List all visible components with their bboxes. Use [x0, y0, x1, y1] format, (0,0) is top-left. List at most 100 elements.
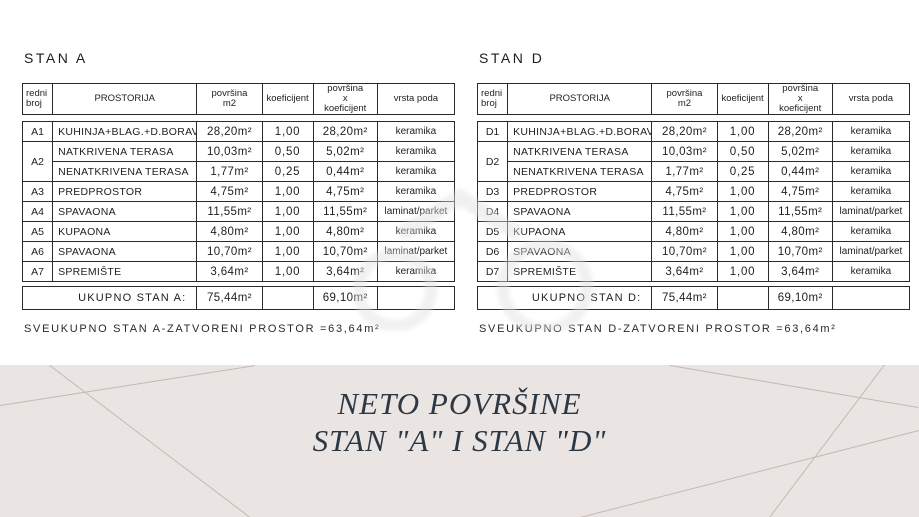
cell-room-id: A1	[21, 121, 54, 142]
cell-area-koeficijent: 0,44m²	[312, 161, 378, 182]
cell-room-name: KUPAONA	[507, 221, 653, 242]
cell-room-name: SPAVAONA	[507, 201, 653, 222]
cell-floor-type: keramika	[376, 121, 456, 142]
stan-d-title: STAN D	[479, 50, 545, 66]
total-label: UKUPNO STAN A:	[21, 286, 198, 310]
cell-area-koeficijent: 4,80m²	[312, 221, 378, 242]
cell-floor-type: keramika	[376, 261, 456, 282]
table-row: A7 SPREMIŠTE 3,64m² 1,00 3,64m² keramika	[21, 261, 456, 282]
cell-koeficijent: 1,00	[261, 201, 314, 222]
table-row: D3 PREDPROSTOR 4,75m² 1,00 4,75m² kerami…	[476, 181, 911, 202]
cell-area: 3,64m²	[196, 261, 263, 282]
cell-area-koeficijent: 4,80m²	[767, 221, 833, 242]
cell-area-koeficijent: 28,20m²	[767, 121, 833, 142]
cell-room-id: A5	[21, 221, 54, 242]
cell-area: 3,64m²	[651, 261, 718, 282]
cell-room-id: D6	[476, 241, 509, 262]
cell-area-koeficijent: 11,55m²	[767, 201, 833, 222]
cell-area: 4,80m²	[196, 221, 263, 242]
cell-area-koeficijent: 5,02m²	[312, 141, 378, 162]
cell-floor-type: keramika	[831, 161, 911, 182]
cell-area-koeficijent: 28,20m²	[312, 121, 378, 142]
table-row: A4 SPAVAONA 11,55m² 1,00 11,55m² laminat…	[21, 201, 456, 222]
cell-floor-type: keramika	[831, 181, 911, 202]
table-row: D5 KUPAONA 4,80m² 1,00 4,80m² keramika	[476, 221, 911, 242]
cell-area: 4,75m²	[651, 181, 718, 202]
cell-koeficijent: 0,50	[261, 141, 314, 162]
header-povrsina-x-koeficijent: površina x koeficijent	[312, 83, 378, 115]
cell-room-id: A7	[21, 261, 54, 282]
total-floor	[376, 286, 456, 310]
header-koeficijent: koeficijent	[716, 83, 769, 115]
cell-area-koeficijent: 10,70m²	[767, 241, 833, 262]
cell-koeficijent: 1,00	[716, 261, 769, 282]
cell-koeficijent: 1,00	[261, 121, 314, 142]
cell-area: 28,20m²	[196, 121, 263, 142]
total-row: UKUPNO STAN D: 75,44m² 69,10m²	[476, 286, 911, 310]
cell-area: 10,70m²	[196, 241, 263, 262]
table-row: D1 KUHINJA+BLAG.+D.BORAVAK 28,20m² 1,00 …	[476, 121, 911, 142]
cell-floor-type: keramika	[376, 161, 456, 182]
stan-a-section: STAN A redni broj PROSTORIJA površina m2…	[21, 50, 456, 335]
stan-d-grand-total: SVEUKUPNO STAN D-ZATVORENI PROSTOR =63,6…	[479, 323, 837, 335]
cell-room-name: SPAVAONA	[507, 241, 653, 262]
cell-koeficijent: 1,00	[716, 221, 769, 242]
cell-room-name: SPREMIŠTE	[507, 261, 653, 282]
cell-room-name: NATKRIVENA TERASA	[507, 141, 653, 162]
table-row: A1 KUHINJA+BLAG.+D.BORAVAK 28,20m² 1,00 …	[21, 121, 456, 142]
cell-area-koeficijent: 10,70m²	[312, 241, 378, 262]
cell-room-id: A6	[21, 241, 54, 262]
cell-koeficijent: 1,00	[716, 241, 769, 262]
table-row: D6 SPAVAONA 10,70m² 1,00 10,70m² laminat…	[476, 241, 911, 262]
header-redni-broj: redni broj	[476, 83, 509, 115]
cell-koeficijent: 1,00	[261, 221, 314, 242]
total-area: 75,44m²	[196, 286, 263, 310]
cell-area: 10,03m²	[196, 141, 263, 162]
cell-koeficijent: 0,25	[261, 161, 314, 182]
cell-koeficijent: 1,00	[716, 201, 769, 222]
cell-area-koeficijent: 5,02m²	[767, 141, 833, 162]
total-row: UKUPNO STAN A: 75,44m² 69,10m²	[21, 286, 456, 310]
table-row: A5 KUPAONA 4,80m² 1,00 4,80m² keramika	[21, 221, 456, 242]
cell-room-name: KUHINJA+BLAG.+D.BORAVAK	[52, 121, 198, 142]
cell-koeficijent: 0,25	[716, 161, 769, 182]
table-row: A6 SPAVAONA 10,70m² 1,00 10,70m² laminat…	[21, 241, 456, 262]
cell-koeficijent: 1,00	[716, 121, 769, 142]
table-row: D7 SPREMIŠTE 3,64m² 1,00 3,64m² keramika	[476, 261, 911, 282]
banner-title-line2: STAN "A" I STAN "D"	[312, 423, 607, 458]
cell-koeficijent: 1,00	[716, 181, 769, 202]
stan-d-body-table: D1 KUHINJA+BLAG.+D.BORAVAK 28,20m² 1,00 …	[476, 121, 911, 282]
cell-koeficijent: 1,00	[261, 241, 314, 262]
cell-area: 10,70m²	[651, 241, 718, 262]
cell-area-koeficijent: 4,75m²	[767, 181, 833, 202]
header-povrsina-x-koeficijent: površina x koeficijent	[767, 83, 833, 115]
cell-room-name: KUPAONA	[52, 221, 198, 242]
stan-a-grand-total: SVEUKUPNO STAN A-ZATVORENI PROSTOR =63,6…	[24, 323, 381, 335]
cell-room-id: A4	[21, 201, 54, 222]
cell-area: 4,75m²	[196, 181, 263, 202]
cell-room-id: D2	[476, 141, 509, 182]
header-vrsta-poda: vrsta poda	[376, 83, 456, 115]
total-label: UKUPNO STAN D:	[476, 286, 653, 310]
cell-floor-type: keramika	[831, 121, 911, 142]
cell-area: 4,80m²	[651, 221, 718, 242]
header-prostorija: PROSTORIJA	[52, 83, 198, 115]
stan-d-header-table: redni broj PROSTORIJA površina m2 koefic…	[476, 83, 911, 115]
header-redni-broj: redni broj	[21, 83, 54, 115]
cell-room-name: SPREMIŠTE	[52, 261, 198, 282]
cell-room-name: NATKRIVENA TERASA	[52, 141, 198, 162]
table-row: A3 PREDPROSTOR 4,75m² 1,00 4,75m² kerami…	[21, 181, 456, 202]
table-row: D2 NATKRIVENA TERASA 10,03m² 0,50 5,02m²…	[476, 141, 911, 182]
cell-room-id: A3	[21, 181, 54, 202]
cell-koeficijent: 0,50	[716, 141, 769, 162]
stan-a-title: STAN A	[24, 50, 88, 66]
total-area: 75,44m²	[651, 286, 718, 310]
cell-floor-type: keramika	[831, 261, 911, 282]
banner-title: NETO POVRŠINE STAN "A" I STAN "D"	[0, 385, 919, 459]
cell-room-id: D3	[476, 181, 509, 202]
stan-d-section: STAN D redni broj PROSTORIJA površina m2…	[476, 50, 911, 335]
cell-room-name: NENATKRIVENA TERASA	[52, 161, 198, 182]
cell-room-name: PREDPROSTOR	[507, 181, 653, 202]
cell-room-name: PREDPROSTOR	[52, 181, 198, 202]
cell-area: 10,03m²	[651, 141, 718, 162]
